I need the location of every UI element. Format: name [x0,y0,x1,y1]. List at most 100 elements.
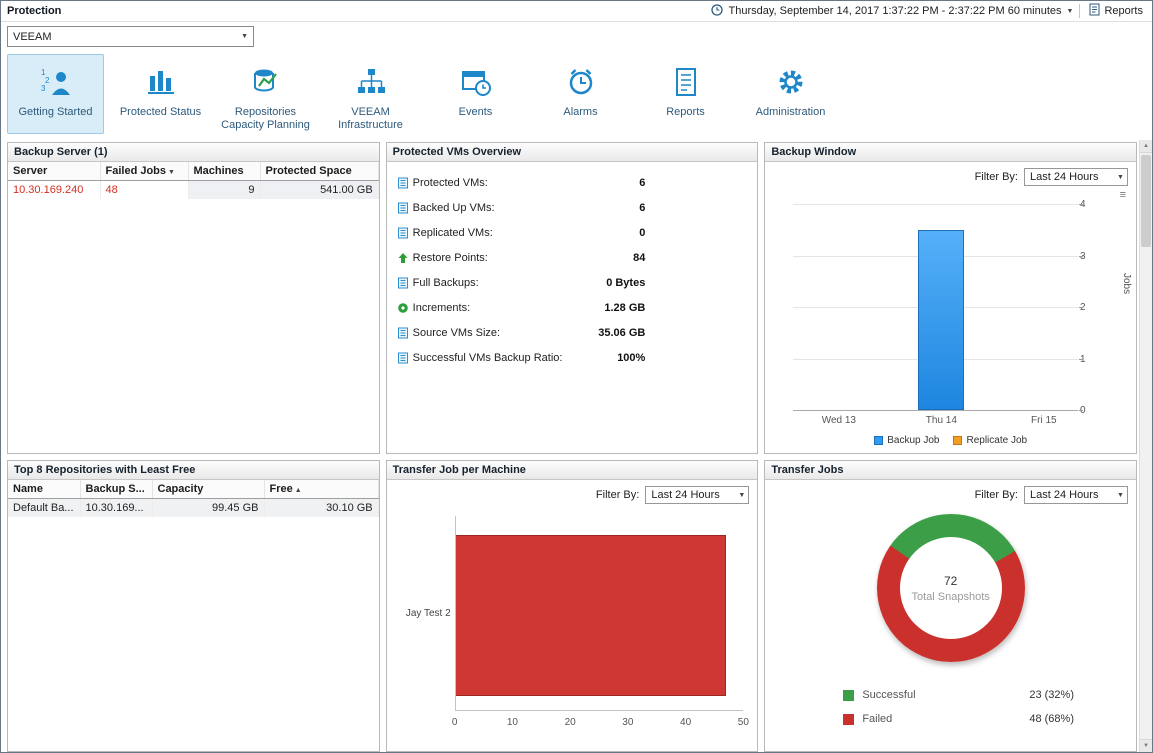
snapshots-donut-chart: 72 Total Snapshots [876,514,1025,662]
increments-icon [397,302,413,314]
tab-label: Repositories Capacity Planning [221,106,310,132]
x-tick-label: 20 [564,717,576,728]
filter-by-label: Filter By: [595,489,640,501]
backup-server-cell: 10.30.169... [80,498,153,517]
column-header-free[interactable]: Free ▲ [264,480,379,499]
stats-list: Protected VMs: 6 Backed Up VMs: 6 Replic… [387,162,758,370]
legend-item-backup-job: Backup Job [874,435,939,446]
divider [1079,4,1081,18]
alarm-clock-icon [564,61,598,103]
svg-text:3: 3 [41,84,46,93]
chart-legend: Backup Job Replicate Job [765,435,1136,446]
column-header-server[interactable]: Server [8,162,101,181]
tab-reports[interactable]: Reports [637,54,734,134]
page-title: Protection [7,5,62,17]
x-tick-label: Thu 14 [925,415,957,426]
tab-repositories-capacity-planning[interactable]: Repositories Capacity Planning [217,54,314,137]
infrastructure-tree-icon [354,61,388,103]
donut-center-value: 72 [943,573,958,588]
gear-icon [774,61,808,103]
legend-item-replicate-job: Replicate Job [953,435,1027,446]
stat-value: 6 [639,176,646,189]
stat-value: 35.06 GB [598,326,646,339]
tab-protected-status[interactable]: Protected Status [112,54,209,134]
chevron-down-icon: ▼ [241,33,248,40]
name-cell: Default Ba... [8,498,81,517]
stat-label: Restore Points: [412,251,488,264]
filter-by-label: Filter By: [974,489,1018,501]
top-bar: Protection Thursday, September 14, 2017 … [1,1,1152,22]
chevron-down-icon: ▼ [738,491,746,499]
scope-dropdown-value: VEEAM [13,30,52,43]
column-header-backup-server[interactable]: Backup S... [80,480,153,499]
tab-label: Getting Started [18,106,93,118]
column-header-capacity[interactable]: Capacity [152,480,265,499]
chart-options-icon[interactable]: ≡ [1119,189,1126,201]
legend-swatch [874,436,884,445]
x-tick-label: 10 [506,717,518,728]
vm-icon [397,202,413,214]
scrollbar-thumb[interactable] [1141,155,1151,247]
panel-title: Protected VMs Overview [386,143,758,162]
x-tick-label: Fri 15 [1031,415,1057,426]
tab-veeam-infrastructure[interactable]: VEEAM Infrastructure [322,54,419,137]
tab-administration[interactable]: Administration [742,54,839,134]
panel-protected-vms-overview: Protected VMs Overview Protected VMs: 6 … [385,142,759,454]
scope-dropdown[interactable]: VEEAM ▼ [7,26,254,47]
x-tick-label: 0 [451,717,458,728]
table-row[interactable]: Default Ba... 10.30.169... 99.45 GB 30.1… [8,498,379,517]
stat-label: Protected VMs: [412,176,488,189]
time-range-control[interactable]: Thursday, September 14, 2017 1:37:22 PM … [711,3,1073,19]
scroll-up-button[interactable]: ▲ [1140,140,1152,153]
protected-space-cell: 541.00 GB [260,180,379,199]
machines-cell: 9 [188,180,261,199]
panel-transfer-jobs: Transfer Jobs Filter By: Last 24 Hours ▼… [764,460,1137,752]
reports-button-label: Reports [1104,5,1143,17]
filter-dropdown-value: Last 24 Hours [651,489,720,501]
stat-row: Successful VMs Backup Ratio: 100% [397,345,748,370]
column-header-protected-space[interactable]: Protected Space [260,162,379,181]
tab-label: Administration [755,106,826,118]
backup-window-filter-dropdown[interactable]: Last 24 Hours ▼ [1023,168,1128,186]
tab-label: Reports [666,106,705,118]
stat-value: 100% [617,351,646,364]
tab-alarms[interactable]: Alarms [532,54,629,134]
x-tick-label: 30 [622,717,634,728]
reports-document-icon [669,61,703,103]
donut-center-label: Total Snapshots [911,590,990,603]
capacity-cell: 99.45 GB [152,498,265,517]
stat-label: Source VMs Size: [412,326,501,339]
backup-job-bar [918,229,965,410]
panel-title: Transfer Job per Machine [386,461,758,480]
panel-title: Transfer Jobs [765,461,1136,480]
table-row[interactable]: 10.30.169.240 48 9 541.00 GB [8,180,379,199]
column-header-machines[interactable]: Machines [188,162,261,181]
transfer-jobs-filter-dropdown[interactable]: Last 24 Hours ▼ [1023,486,1128,504]
full-backup-icon [397,277,413,289]
server-cell: 10.30.169.240 [8,180,101,199]
backup-ratio-icon [397,352,413,364]
svg-text:1: 1 [41,68,46,77]
restore-points-icon [397,252,413,264]
panel-top-repositories: Top 8 Repositories with Least Free Name … [7,460,380,752]
stat-label: Increments: [412,301,471,314]
stat-row: Source VMs Size: 35.06 GB [397,320,748,345]
svg-text:2: 2 [45,76,50,85]
x-tick-label: 50 [737,717,749,728]
scroll-down-button[interactable]: ▼ [1140,739,1152,752]
transfer-job-filter-dropdown[interactable]: Last 24 Hours ▼ [645,486,750,504]
vm-icon [397,177,413,189]
vertical-scrollbar[interactable]: ▲ ▼ [1139,140,1152,752]
time-range-text: Thursday, September 14, 2017 1:37:22 PM … [728,5,1062,17]
stat-label: Replicated VMs: [412,226,493,239]
stat-value: 0 Bytes [606,276,646,289]
stat-row: Increments: 1.28 GB [397,295,748,320]
column-header-failed-jobs[interactable]: Failed Jobs ▼ [100,162,189,181]
reports-button[interactable]: Reports [1086,2,1146,20]
stat-value: 0 [639,226,646,239]
tab-events[interactable]: Events [427,54,524,134]
column-header-name[interactable]: Name [8,480,81,499]
panel-backup-window: Backup Window Filter By: Last 24 Hours ▼… [764,142,1137,454]
free-cell: 30.10 GB [264,498,379,517]
